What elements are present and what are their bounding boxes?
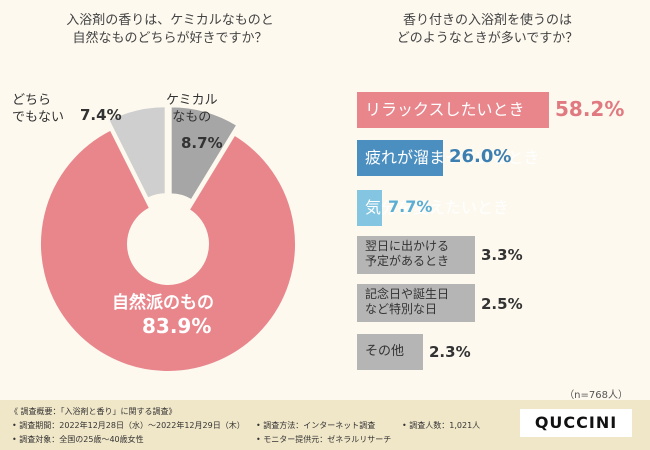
neither-value: 7.4%: [80, 106, 122, 124]
bar-special-day-label: 記念日や誕生日 など特別な日: [365, 287, 449, 317]
bar-special-day-value: 2.5%: [481, 295, 523, 313]
footer-count: • 調査人数：1,021人: [402, 421, 481, 430]
chemical-label-line: なもの: [172, 110, 212, 125]
bar-other: [357, 334, 423, 370]
chemical-value: 8.7%: [181, 134, 223, 152]
bar-mood-label: 気分を変えたいとき: [365, 198, 510, 217]
bar-going-out-label: 翌日に出かける 予定があるとき: [365, 239, 449, 269]
bar-relax-value: 58.2%: [555, 97, 625, 121]
donut-chart: [39, 105, 297, 373]
donut-slice-0: [169, 105, 239, 202]
bar-special-day-label-line: など特別な日: [365, 302, 438, 316]
bar-relax-label: リラックスしたいとき: [365, 100, 525, 119]
bar-going-out: [357, 236, 475, 274]
natural-value: 83.9%: [142, 314, 212, 338]
right-question: 香り付きの入浴剤を使うのは どのようなときが多いですか？: [345, 12, 630, 48]
bar-tired-label: 疲れが溜まっているとき: [365, 148, 540, 167]
right-question-line: 香り付きの入浴剤を使うのは: [402, 13, 572, 28]
neither-label-line: どちら: [12, 93, 52, 108]
chemical-label-line: ケミカル: [166, 93, 218, 108]
bar-mood-value: 7.7%: [388, 197, 433, 216]
neither-label-line: でもない: [12, 110, 65, 125]
footer-provider: • モニター提供元：ゼネラルリサーチ: [256, 435, 392, 444]
bar-tired: 疲れが溜まっているとき: [357, 140, 540, 176]
sample-size-note: （n=768人）: [564, 390, 628, 401]
left-question: 入浴剤の香りは、ケミカルなものと 自然なものどちらが好きですか？: [20, 12, 320, 48]
bar-other-label: その他: [365, 344, 405, 359]
bar-mood: 気分を変えたいとき: [357, 190, 509, 226]
footer-period: • 調査期間：2022年12月28日（水）〜2022年12月29日（木）: [12, 421, 245, 430]
right-question-line: どのようなときが多いですか？: [396, 31, 579, 46]
donut-slice-1: [39, 128, 297, 373]
footer-method: • 調査方法：インターネット調査: [256, 421, 376, 430]
quccini-logo: QUCCINI: [520, 409, 632, 437]
bar-other-value: 2.3%: [429, 343, 471, 361]
bar-tired-value: 26.0%: [449, 146, 512, 167]
footer-target: • 調査対象：全国の25歳〜40歳女性: [12, 435, 144, 444]
bar-special-day-label-line: 記念日や誕生日: [365, 287, 450, 301]
bar-going-out-value: 3.3%: [481, 246, 523, 264]
natural-label: 自然派のもの: [112, 293, 214, 313]
donut-slice-2: [106, 105, 167, 200]
left-question-line: 自然なものどちらが好きですか？: [72, 31, 268, 46]
neither-label: どちら でもない: [12, 92, 64, 126]
bar-going-out-label-line: 予定があるとき: [365, 254, 450, 268]
bar-going-out-label-line: 翌日に出かける: [365, 239, 450, 253]
left-question-line: 入浴剤の香りは、ケミカルなものと: [66, 13, 274, 28]
chemical-label: ケミカル なもの: [166, 92, 218, 126]
bar-relax: リラックスしたいとき: [357, 92, 549, 128]
bar-special-day: [357, 284, 475, 322]
footer-heading: 《 調査概要：「入浴剤と香り」に関する調査》: [10, 407, 177, 416]
